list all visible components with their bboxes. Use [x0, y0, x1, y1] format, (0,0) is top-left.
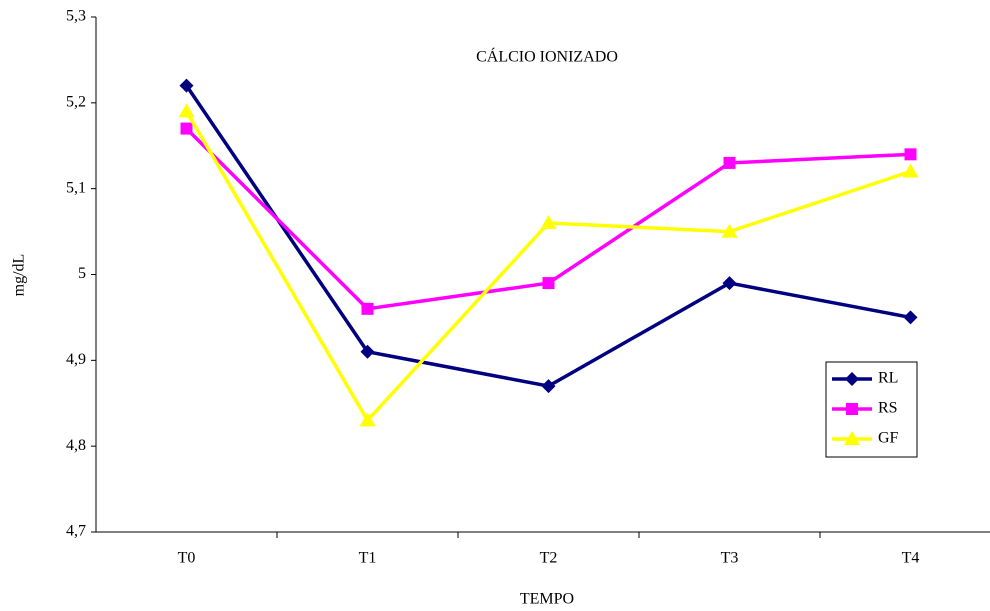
marker [359, 412, 376, 427]
x-tick-label: T4 [902, 550, 920, 567]
y-tick-label: 5,2 [66, 94, 86, 111]
marker [540, 215, 557, 229]
marker [178, 103, 195, 118]
marker [721, 223, 738, 238]
marker [542, 277, 555, 290]
marker [845, 372, 859, 386]
y-axis-label: mg/dL [11, 254, 28, 297]
x-tick-label: T2 [540, 550, 558, 567]
x-axis-label: TEMPO [520, 591, 574, 608]
x-tick-label: T0 [178, 550, 196, 567]
marker [361, 302, 374, 315]
marker [179, 78, 194, 93]
marker [844, 431, 860, 445]
marker [541, 379, 556, 394]
x-tick-label: T1 [359, 550, 377, 567]
marker [904, 148, 917, 161]
chart-title: CÁLCIO IONIZADO [476, 47, 618, 66]
y-tick-label: 5,3 [66, 8, 86, 25]
legend-label: RL [878, 370, 898, 387]
marker [902, 163, 919, 178]
marker [846, 403, 858, 415]
y-tick-label: 5 [78, 265, 86, 282]
marker [723, 156, 736, 169]
marker [722, 276, 737, 291]
y-tick-label: 4,7 [66, 523, 86, 540]
y-tick-label: 4,9 [66, 351, 86, 368]
y-tick-label: 5,1 [66, 179, 86, 196]
x-tick-label: T3 [721, 550, 739, 567]
marker [360, 344, 375, 359]
marker [180, 122, 193, 135]
y-tick-label: 4,8 [66, 437, 86, 454]
legend-label: GF [878, 430, 899, 447]
legend-label: RS [878, 400, 898, 417]
marker [903, 310, 918, 325]
